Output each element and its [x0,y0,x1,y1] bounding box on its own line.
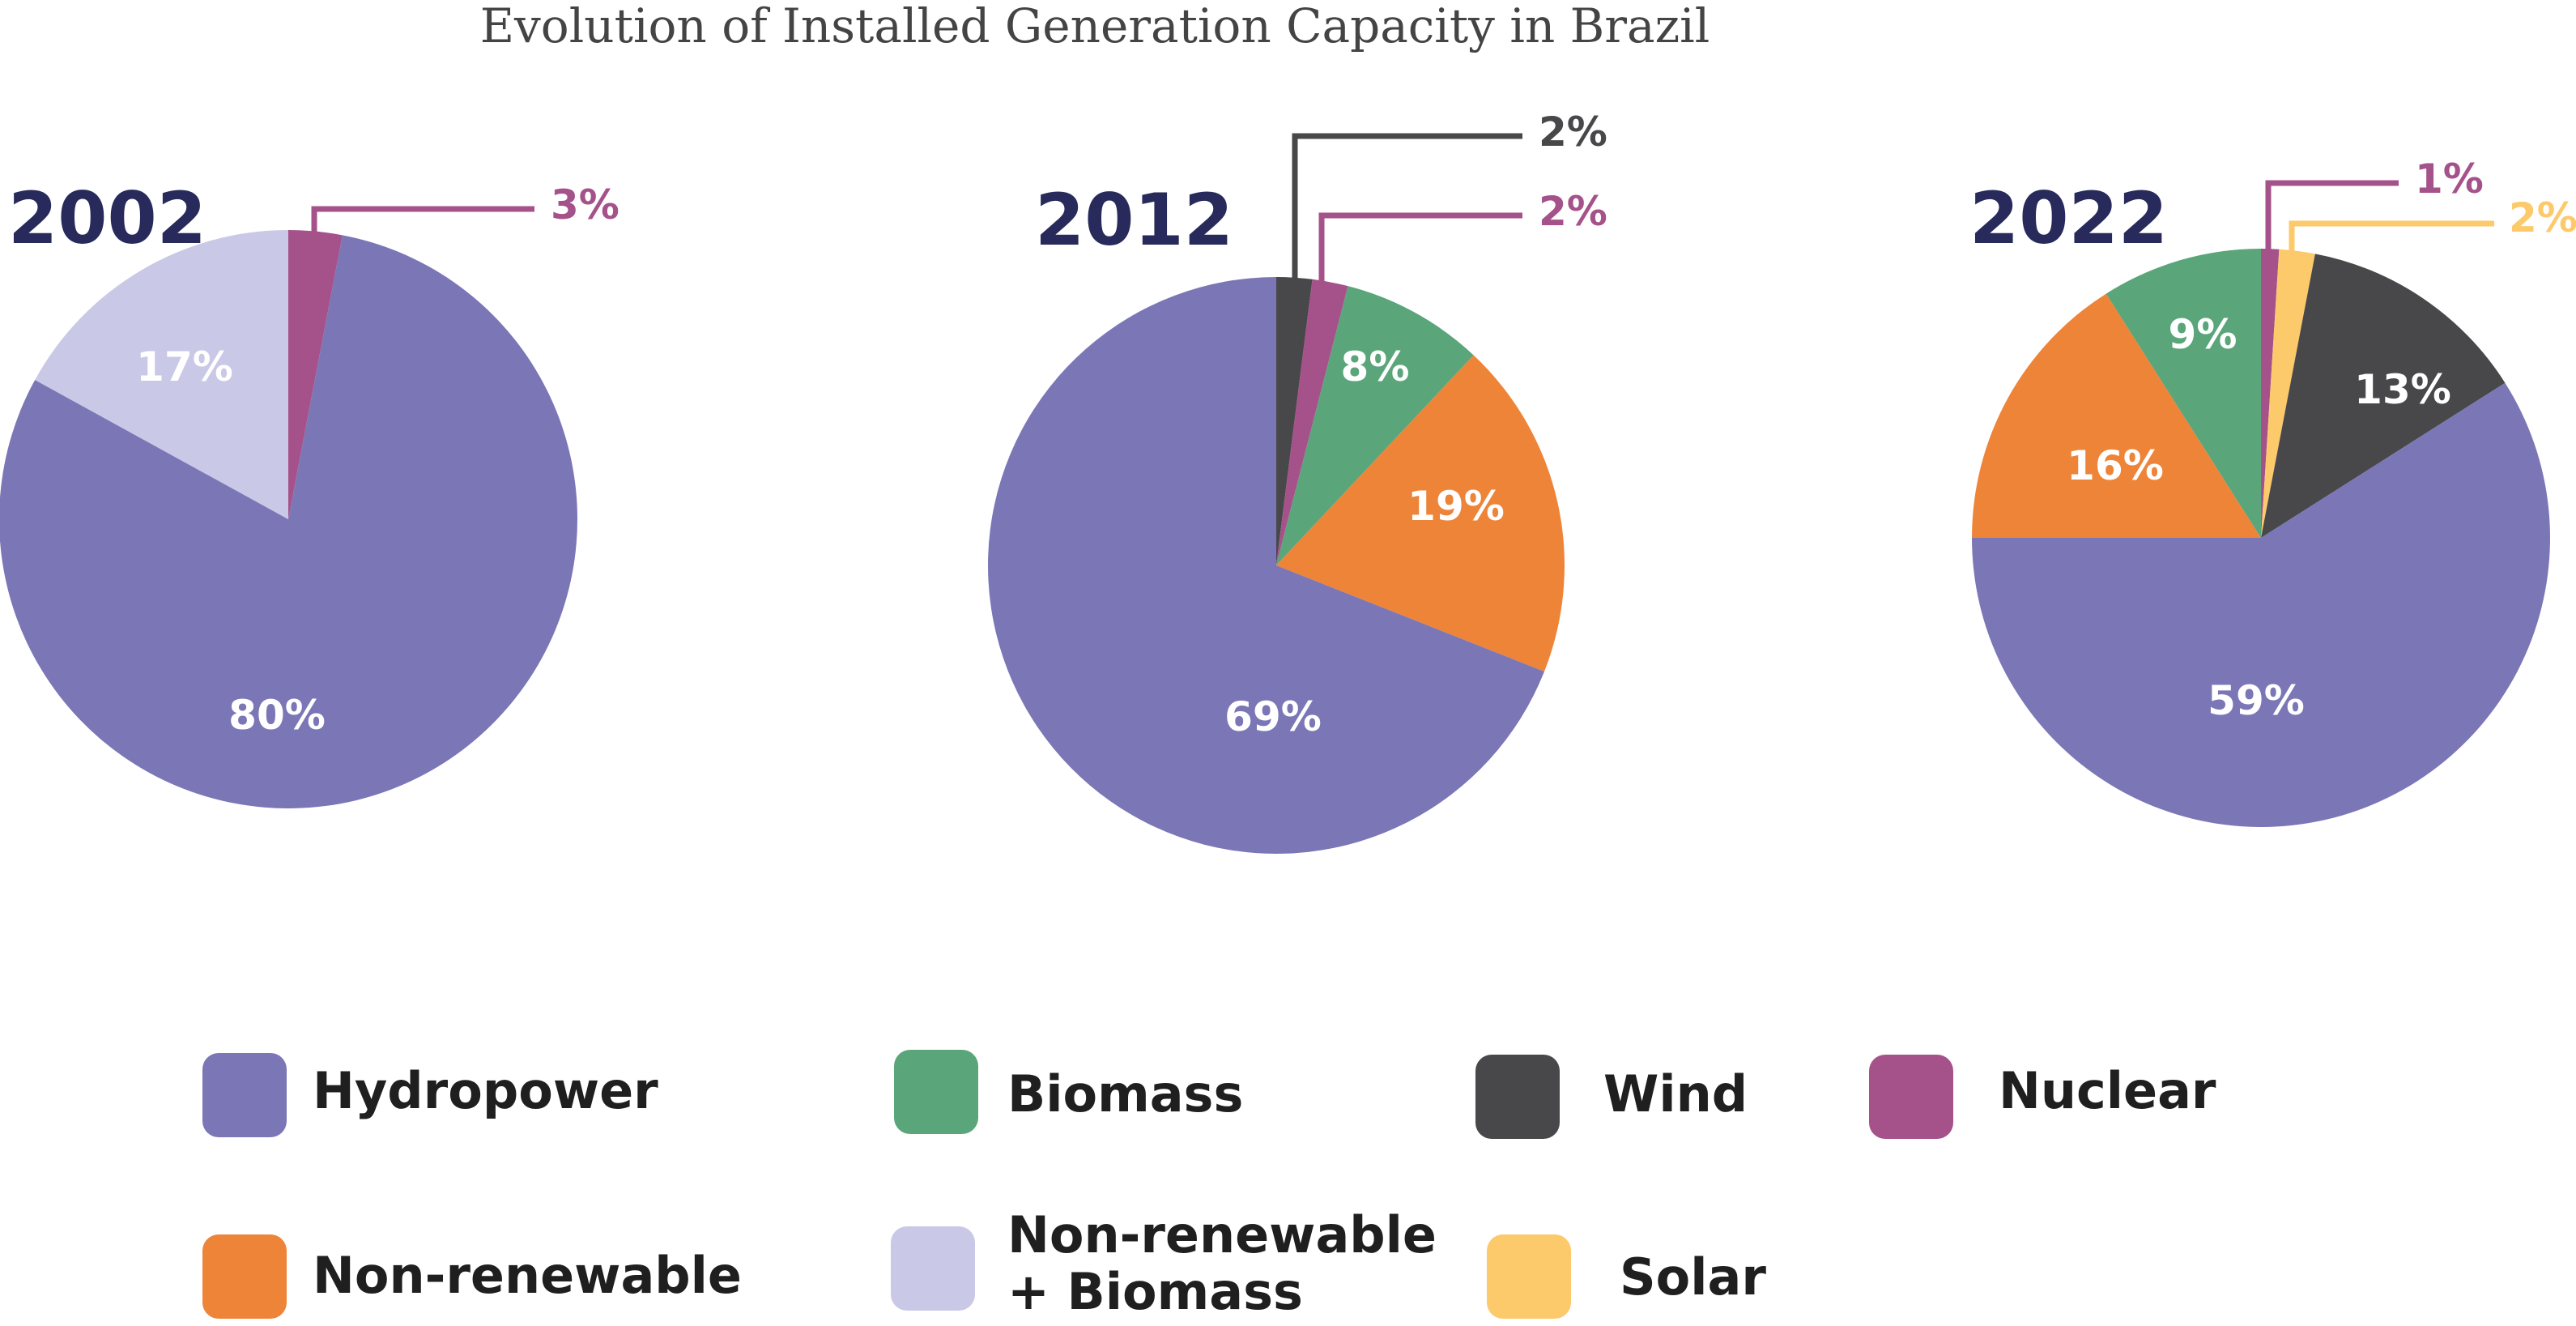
legend-swatch-wind [1475,1055,1560,1139]
legend-item-wind: Wind [1475,1055,1748,1139]
legend-label-nuclear: Nuclear [1999,1061,2216,1120]
slice-label-2022-biomass: 9% [2169,311,2238,358]
slice-2002-non-renewable-biomass [35,230,288,519]
slice-label-2012-nuclear: 2% [1539,188,1607,235]
pie-year-2002: 2002 [8,177,207,260]
slice-2012-wind [1276,277,1313,565]
legend-swatch-solar [1487,1234,1571,1319]
slice-2012-nuclear [1276,279,1348,565]
legend-label-non-renewable-biomass: Non-renewable + Biomass [1007,1205,1437,1321]
legend-item-non-renewable-biomass: Non-renewable + Biomass [891,1205,1437,1321]
pie-2002: 2002 3% 80% 17% [0,177,620,808]
slice-2022-wind [2261,254,2506,538]
legend-swatch-non-renewable-biomass [891,1226,975,1311]
slice-2022-hydropower [1972,382,2551,827]
slice-2022-nuclear [2261,249,2280,538]
slice-label-2012-non-renewable: 19% [1407,483,1505,530]
slice-label-2022-solar: 2% [2509,194,2576,241]
legend-label-non-renewable: Non-renewable [313,1246,742,1305]
leader-line-2022-solar [2289,220,2494,253]
slice-label-2002-non-renewable-biomass: 17% [136,343,233,390]
slice-2012-non-renewable [1276,355,1565,672]
slice-2022-solar [2261,249,2315,538]
pie-year-2012: 2012 [1035,178,1233,262]
legend-label-biomass: Biomass [1007,1064,1243,1123]
legend-swatch-biomass [894,1050,978,1134]
slice-2012-hydropower [987,277,1544,854]
chart-title: Evolution of Installed Generation Capaci… [480,0,1710,53]
slice-2022-biomass [2106,249,2261,538]
legend-swatch-non-renewable [202,1234,287,1319]
legend-item-solar: Solar [1487,1234,1766,1319]
legend-item-biomass: Biomass [894,1050,1243,1134]
slice-2012-biomass [1276,286,1474,565]
slice-2022-non-renewable [1972,293,2261,538]
slice-2002-hydropower [0,235,577,808]
legend-label-wind: Wind [1603,1064,1748,1123]
pie-2022: 2022 1% 2% 13% 59% 16% 9% [1969,156,2576,827]
pies: 2002 3% 80% 17% 2012 2% 2% 8% 19% 69% 2022 1% 2% 13% 5… [0,109,2576,854]
legend-item-nuclear: Nuclear [1869,1055,2216,1139]
slice-label-2022-non-renewable: 16% [2067,442,2164,489]
slice-label-2002-hydropower: 80% [228,692,326,739]
pie-year-2022: 2022 [1969,177,2168,260]
slice-label-2022-wind: 13% [2354,366,2451,413]
slice-label-2012-wind: 2% [1539,109,1607,156]
leader-line-2012-wind [1292,133,1522,284]
leader-line-2012-nuclear [1318,212,1522,285]
leader-line-2022-nuclear [2265,180,2399,251]
legend-item-hydropower: Hydropower [202,1053,658,1137]
pie-2012: 2012 2% 2% 8% 19% 69% [987,109,1607,854]
slice-label-2002-nuclear: 3% [551,181,620,228]
slice-label-2012-hydropower: 69% [1224,693,1322,740]
slice-label-2022-nuclear: 1% [2415,156,2484,203]
leader-line-2002-nuclear [311,206,534,243]
legend-swatch-nuclear [1869,1055,1953,1139]
legend-swatch-hydropower [202,1053,287,1137]
legend-item-non-renewable: Non-renewable [202,1234,742,1319]
legend-label-solar: Solar [1620,1247,1766,1307]
slice-label-2022-hydropower: 59% [2208,677,2305,724]
legend-label-hydropower: Hydropower [313,1061,658,1120]
slice-2002-nuclear [288,230,343,519]
legend: Hydropower Biomass Wind Nuclear Non-renewabl… [202,1050,2216,1321]
slice-label-2012-biomass: 8% [1341,343,1410,390]
